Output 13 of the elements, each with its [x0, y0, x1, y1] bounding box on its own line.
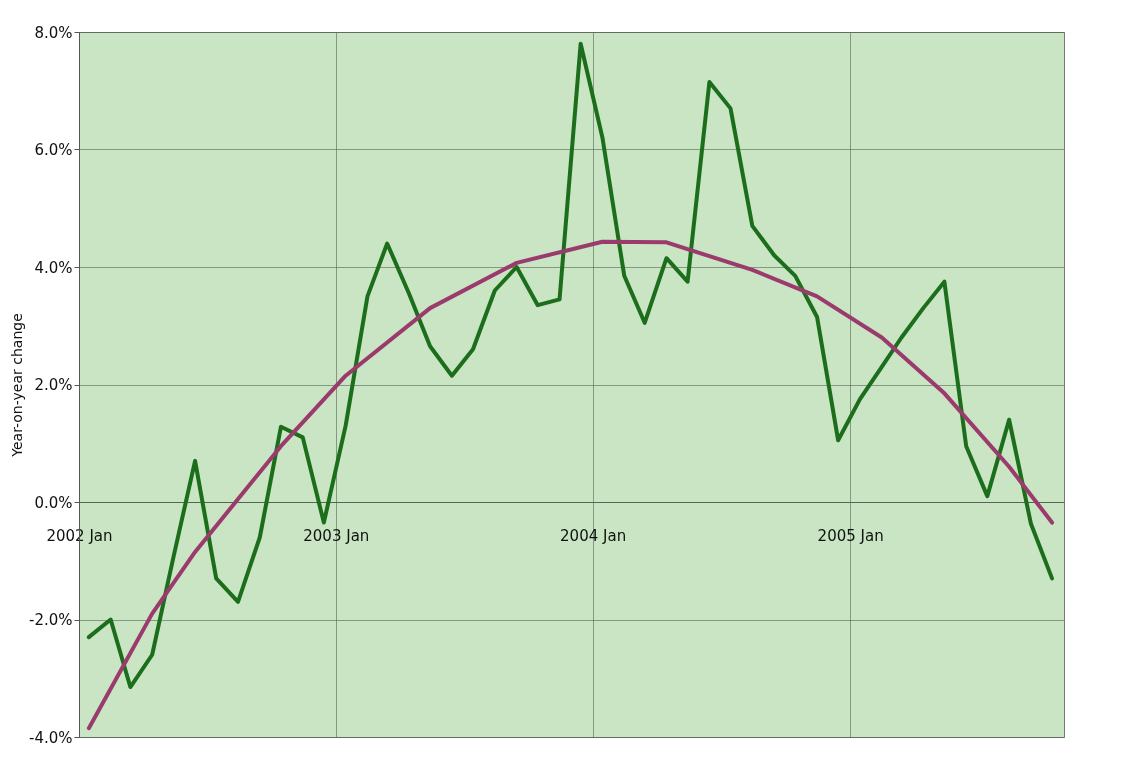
y-tick-label: -4.0%: [28, 728, 73, 747]
y-tick-label: 2.0%: [34, 376, 73, 394]
y-axis-title: Year-on-year change: [8, 313, 25, 458]
y-tick-label: 4.0%: [34, 258, 73, 277]
line-series: [86, 41, 1055, 690]
y-tick-label: 8.0%: [34, 23, 73, 42]
x-tick-label: 2004 Jan: [560, 526, 627, 545]
line-series: [86, 239, 1055, 731]
y-tick-label: 6.0%: [34, 141, 73, 159]
x-tick-label: 2005 Jan: [817, 526, 884, 545]
x-tick-label: 2003 Jan: [303, 526, 370, 545]
y-tick-label: -2.0%: [28, 611, 73, 629]
y-tick-label: 0.0%: [34, 493, 73, 512]
